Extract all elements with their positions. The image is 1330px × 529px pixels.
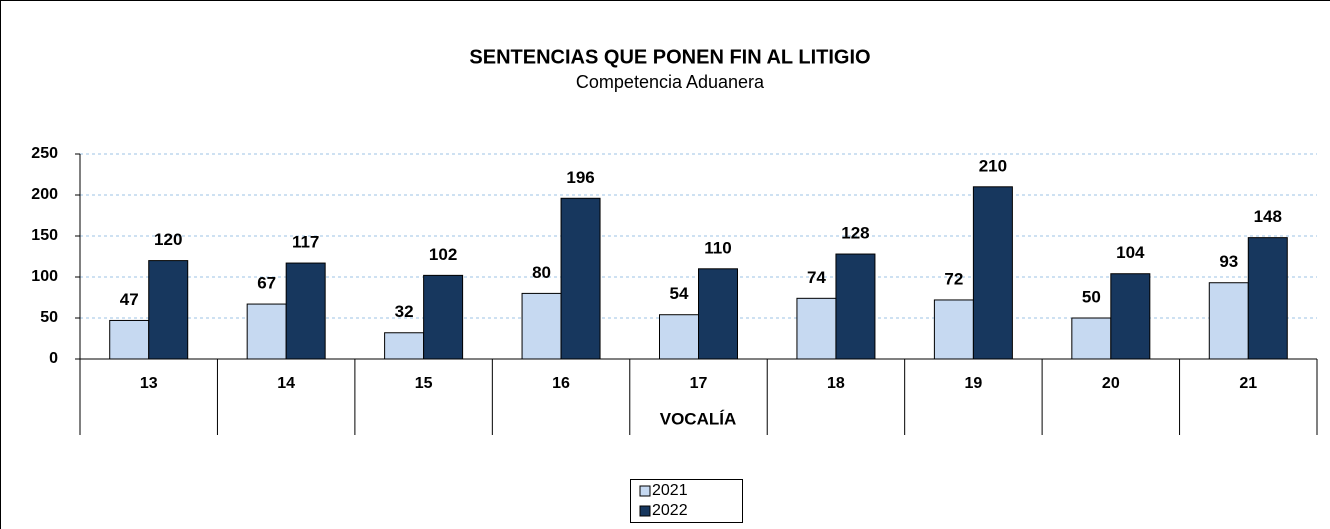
data-label: 102 xyxy=(429,245,457,264)
x-tick-label: 13 xyxy=(140,375,158,392)
y-tick-label: 150 xyxy=(31,227,58,244)
data-label: 67 xyxy=(257,274,276,293)
chart-subtitle: Competencia Aduanera xyxy=(576,72,765,92)
legend-swatch xyxy=(639,505,651,517)
data-label: 128 xyxy=(841,224,869,243)
x-tick-label: 19 xyxy=(964,375,982,392)
data-label: 196 xyxy=(566,168,594,187)
data-label: 110 xyxy=(704,238,731,257)
bar xyxy=(423,274,464,360)
bar xyxy=(1110,273,1151,360)
y-tick-label: 50 xyxy=(40,309,58,326)
data-label: 210 xyxy=(979,156,1007,175)
data-label: 54 xyxy=(670,284,689,303)
x-tick-label: 17 xyxy=(690,375,708,392)
bar xyxy=(698,268,738,360)
y-tick-label: 0 xyxy=(49,350,58,367)
bar xyxy=(835,253,876,360)
data-label: 117 xyxy=(292,233,319,252)
chart-title: SENTENCIAS QUE PONEN FIN AL LITIGIO xyxy=(469,46,870,68)
bar xyxy=(285,262,326,360)
x-tick-label: 15 xyxy=(415,375,433,392)
bar xyxy=(972,186,1013,360)
y-tick-label: 200 xyxy=(31,186,58,203)
data-label: 50 xyxy=(1082,287,1101,306)
x-tick-label: 16 xyxy=(552,375,570,392)
x-tick-label: 21 xyxy=(1239,375,1257,392)
bar xyxy=(933,299,974,360)
data-label: 120 xyxy=(154,230,182,249)
legend-label: 2021 xyxy=(652,482,688,499)
data-label: 104 xyxy=(1116,243,1145,262)
bar xyxy=(1208,282,1249,360)
bar xyxy=(109,319,150,360)
bar xyxy=(659,314,699,360)
bar xyxy=(521,292,562,360)
bar xyxy=(796,297,837,360)
bar xyxy=(560,197,601,360)
data-label: 47 xyxy=(120,290,139,309)
bar xyxy=(1247,237,1288,360)
data-label: 148 xyxy=(1254,207,1282,226)
legend-label: 2022 xyxy=(652,502,688,519)
y-tick-label: 250 xyxy=(31,145,58,162)
bar xyxy=(384,332,425,360)
y-tick-label: 100 xyxy=(31,268,58,285)
bar xyxy=(1071,317,1112,360)
data-label: 80 xyxy=(532,263,551,282)
data-label: 74 xyxy=(807,268,826,287)
x-tick-label: 18 xyxy=(827,375,845,392)
x-axis-title: VOCALÍA xyxy=(660,409,737,428)
data-label: 72 xyxy=(944,269,963,288)
legend-swatch xyxy=(639,485,651,497)
data-label: 93 xyxy=(1219,252,1238,271)
data-label: 32 xyxy=(395,302,414,321)
x-tick-label: 20 xyxy=(1102,375,1120,392)
bar xyxy=(148,260,189,360)
x-tick-label: 14 xyxy=(277,375,295,392)
bar xyxy=(246,303,287,360)
